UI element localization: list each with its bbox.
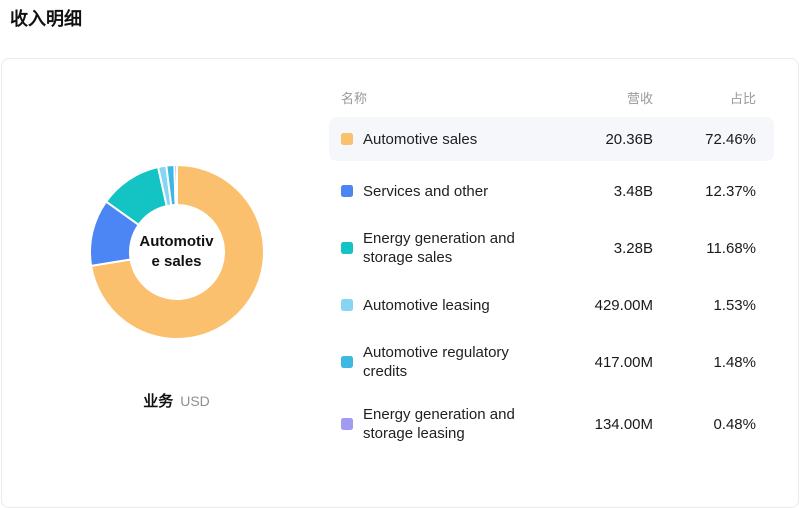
series-revenue: 429.00M — [594, 296, 653, 314]
series-revenue: 20.36B — [605, 130, 653, 148]
series-color-swatch — [341, 242, 353, 254]
chart-footer: 业务 USD — [143, 390, 210, 411]
page-title: 收入明细 — [10, 9, 82, 29]
series-percent: 72.46% — [705, 130, 756, 148]
table-row[interactable]: Energy generation and storage sales 3.28… — [329, 221, 774, 275]
series-percent: 0.48% — [713, 415, 756, 433]
series-revenue: 3.48B — [613, 182, 653, 200]
dimension-label: 业务 — [143, 393, 174, 410]
donut-slice[interactable] — [89, 164, 265, 340]
table-row[interactable]: Services and other 3.48B 12.37% — [329, 169, 774, 213]
header-revenue: 营收 — [626, 90, 653, 106]
revenue-breakdown-card: Automotive sales 业务 USD 名称 营收 占比 Automot… — [1, 58, 799, 508]
header-percent: 占比 — [729, 90, 756, 106]
series-name: Energy generation and storage sales — [363, 230, 515, 266]
breakdown-table: 名称 营收 占比 Automotive sales 20.36B 72.46% … — [329, 59, 798, 507]
series-percent: 11.68% — [706, 239, 756, 257]
series-color-swatch — [341, 418, 353, 430]
series-percent: 1.53% — [713, 296, 756, 314]
header-name: 名称 — [341, 90, 368, 106]
series-color-swatch — [341, 185, 353, 197]
series-name: Automotive regulatory credits — [363, 344, 509, 380]
series-revenue: 417.00M — [594, 353, 653, 371]
series-percent: 1.48% — [713, 353, 756, 371]
revenue-donut-chart[interactable] — [88, 164, 265, 340]
donut-chart-wrap: Automotive sales — [88, 164, 265, 340]
table-row[interactable]: Automotive regulatory credits 417.00M 1.… — [329, 335, 774, 389]
series-name: Automotive leasing — [363, 296, 490, 314]
table-body: Automotive sales 20.36B 72.46% Services … — [329, 117, 774, 451]
series-name: Automotive sales — [363, 130, 478, 148]
series-name: Services and other — [363, 182, 489, 200]
table-row[interactable]: Energy generation and storage leasing 13… — [329, 397, 774, 451]
series-color-swatch — [341, 133, 353, 145]
series-name: Energy generation and storage leasing — [363, 406, 515, 442]
table-row[interactable]: Automotive sales 20.36B 72.46% — [329, 117, 774, 161]
series-color-swatch — [341, 356, 353, 368]
table-row[interactable]: Automotive leasing 429.00M 1.53% — [329, 283, 774, 327]
donut-section: Automotive sales 业务 USD — [2, 59, 329, 507]
series-color-swatch — [341, 299, 353, 311]
currency-unit-label: USD — [180, 393, 210, 409]
series-revenue: 134.00M — [594, 415, 653, 433]
donut-slice[interactable] — [172, 164, 178, 207]
series-revenue: 3.28B — [613, 239, 653, 257]
series-percent: 12.37% — [705, 182, 756, 200]
table-header-row: 名称 营收 占比 — [329, 87, 774, 107]
